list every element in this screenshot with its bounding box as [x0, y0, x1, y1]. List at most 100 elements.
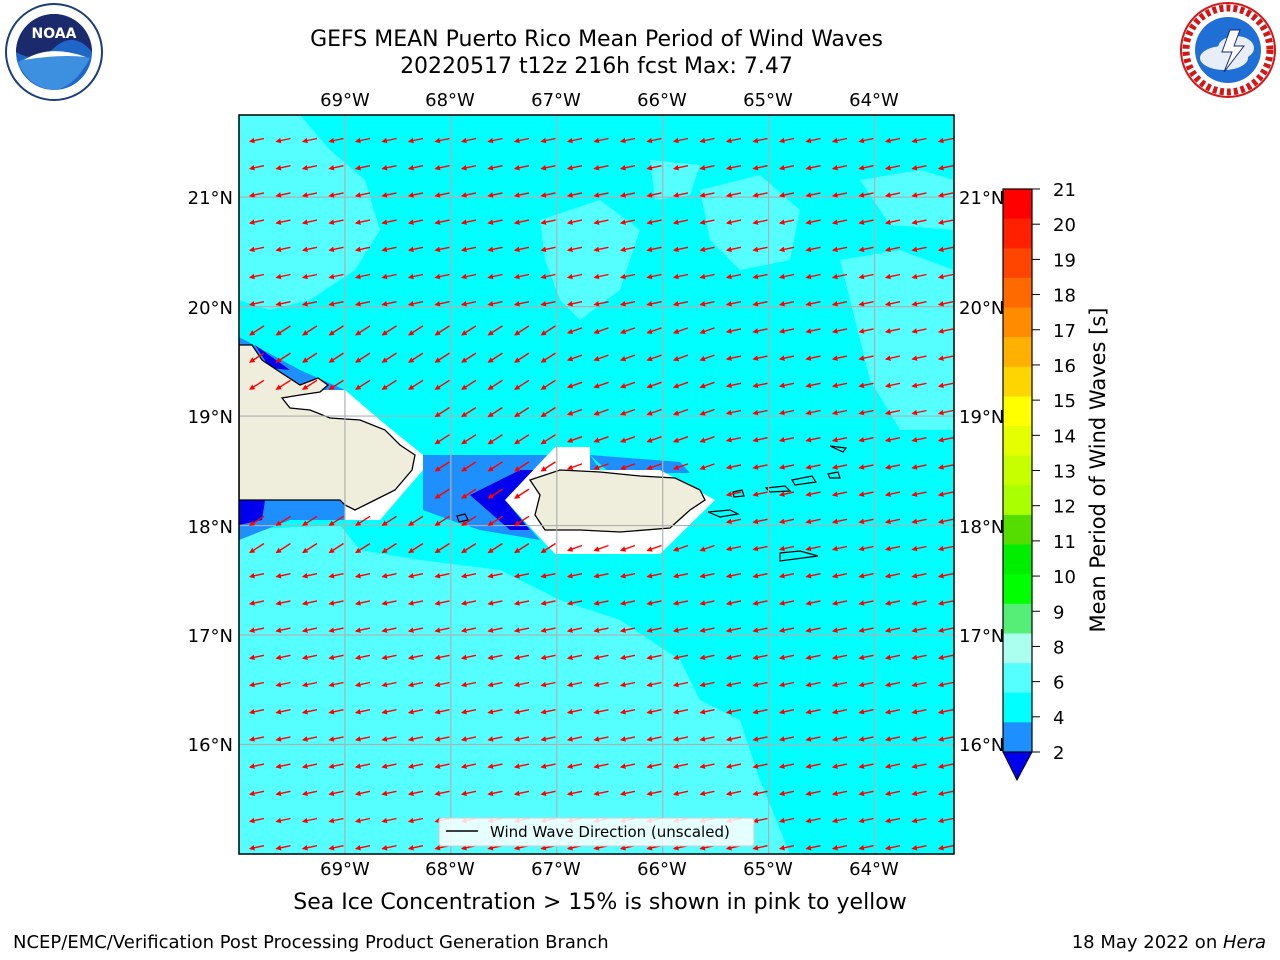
wind-wave-arrow	[911, 437, 927, 443]
wind-wave-arrow	[884, 654, 901, 661]
wind-wave-arrow	[302, 515, 318, 526]
wind-wave-arrow	[725, 246, 742, 253]
wind-wave-arrow	[937, 736, 954, 742]
wind-wave-arrow	[381, 573, 397, 579]
wind-wave-arrow	[593, 790, 609, 797]
wind-wave-arrow	[699, 736, 715, 742]
wind-wave-arrow	[619, 654, 636, 661]
wind-wave-arrow	[248, 246, 265, 253]
wind-wave-arrow	[778, 817, 795, 824]
wind-wave-arrow	[672, 544, 689, 552]
wind-wave-arrow	[540, 379, 556, 390]
wind-wave-arrow	[884, 736, 901, 742]
lon-label-bottom: 65°W	[743, 859, 793, 880]
wind-wave-arrow	[487, 434, 503, 445]
wind-wave-arrow	[937, 409, 954, 416]
colorbar-tick-label: 12	[1053, 497, 1076, 518]
wind-wave-arrow	[513, 654, 530, 661]
wind-wave-arrow	[328, 325, 344, 336]
wind-wave-arrow	[513, 600, 530, 606]
colorbar-swatch	[1003, 603, 1032, 634]
wind-wave-arrow	[752, 491, 768, 497]
wind-wave-arrow	[354, 301, 371, 307]
wind-wave-arrow	[248, 709, 265, 715]
wind-wave-arrow	[699, 763, 715, 769]
wind-wave-arrow	[699, 573, 715, 579]
wind-wave-arrow	[566, 301, 583, 307]
wind-wave-arrow	[434, 165, 450, 171]
wind-wave-arrow	[884, 246, 901, 253]
wind-wave-arrow	[514, 325, 530, 336]
wind-wave-arrow	[540, 165, 556, 171]
wind-wave-arrow	[248, 165, 265, 171]
wind-wave-arrow	[540, 461, 556, 472]
wind-wave-arrow	[566, 246, 583, 253]
lat-label-right: 19°N	[959, 407, 1004, 428]
wind-wave-arrow	[778, 246, 795, 253]
wind-wave-arrow	[752, 709, 768, 715]
wind-wave-arrow	[540, 709, 556, 715]
wind-wave-arrow	[752, 817, 768, 824]
map-plot-area	[239, 115, 954, 854]
wind-wave-arrow	[725, 137, 742, 144]
wind-wave-arrow	[301, 654, 318, 661]
wind-wave-arrow	[302, 379, 318, 390]
wind-wave-arrow	[831, 654, 848, 661]
wind-wave-arrow	[937, 845, 954, 851]
wind-wave-arrow	[328, 352, 344, 363]
wind-wave-arrow	[911, 600, 927, 606]
wind-wave-arrow	[699, 436, 715, 443]
wind-wave-arrow	[672, 273, 689, 280]
wind-wave-arrow	[619, 381, 636, 389]
colorbar-swatch	[1003, 366, 1032, 397]
wind-wave-arrow	[540, 137, 556, 144]
wind-wave-arrow	[672, 463, 689, 471]
wind-wave-arrow	[275, 515, 291, 526]
wind-wave-arrow	[884, 355, 901, 361]
wind-wave-arrow	[646, 763, 662, 769]
colorbar-tick-label: 10	[1053, 567, 1076, 588]
wind-wave-arrow	[805, 246, 821, 253]
wind-wave-arrow	[381, 137, 397, 144]
wind-wave-arrow	[301, 817, 318, 824]
wind-wave-arrow	[566, 381, 583, 389]
wind-wave-arrow	[275, 763, 291, 769]
wind-wave-arrow	[778, 790, 795, 797]
wind-wave-arrow	[407, 219, 424, 225]
wind-wave-arrow	[275, 627, 291, 633]
wind-wave-arrow	[328, 654, 344, 661]
wind-wave-arrow	[725, 763, 742, 769]
wind-wave-arrow	[672, 436, 689, 443]
wind-wave-arrow	[778, 573, 795, 579]
wind-wave-arrow	[248, 845, 265, 851]
wind-wave-arrow	[858, 545, 874, 552]
wind-wave-arrow	[805, 301, 821, 307]
wind-wave-arrow	[354, 273, 371, 280]
wind-wave-arrow	[699, 463, 715, 471]
wind-wave-arrow	[407, 246, 424, 253]
wind-wave-arrow	[354, 137, 371, 144]
wind-wave-arrow	[275, 542, 291, 554]
wind-wave-arrow	[248, 736, 265, 742]
wind-wave-arrow	[275, 790, 291, 797]
wind-wave-arrow	[778, 355, 795, 361]
wind-wave-arrow	[619, 681, 636, 688]
wind-wave-arrow	[884, 763, 901, 769]
wind-wave-arrow	[487, 542, 503, 554]
wind-wave-arrow	[460, 246, 477, 253]
wind-wave-arrow	[381, 542, 397, 554]
wind-wave-arrow	[778, 409, 795, 416]
wind-wave-arrow	[487, 573, 503, 579]
wind-wave-arrow	[487, 515, 503, 526]
wind-wave-arrow	[566, 600, 583, 606]
wind-wave-arrow	[593, 246, 609, 253]
wind-wave-arrow	[513, 301, 530, 307]
wind-wave-arrow	[514, 515, 530, 526]
wind-wave-arrow	[884, 382, 901, 389]
wind-wave-arrow	[249, 352, 265, 363]
wind-wave-arrow	[778, 654, 795, 661]
wind-wave-arrow	[831, 600, 848, 606]
wind-wave-arrow	[487, 273, 503, 280]
wind-wave-arrow	[248, 301, 265, 307]
wind-wave-arrow	[593, 463, 609, 471]
